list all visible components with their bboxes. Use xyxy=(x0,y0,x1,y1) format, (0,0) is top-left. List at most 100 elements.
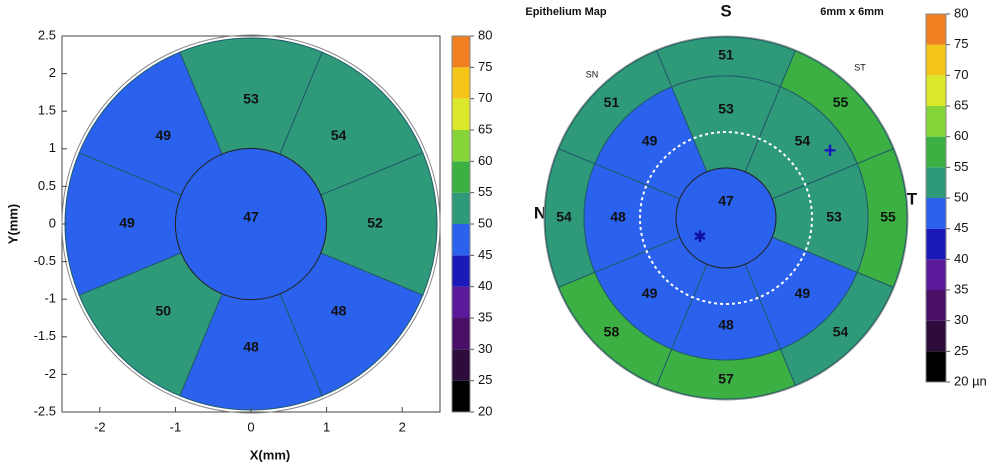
y-tick-label: -2.5 xyxy=(34,403,56,418)
colorbar-swatch xyxy=(452,36,470,68)
colorbar-tick-label: 70 xyxy=(954,67,968,82)
colorbar-swatch xyxy=(452,161,470,193)
orientation-label: ST xyxy=(854,62,866,72)
sector-value: 53 xyxy=(826,209,842,225)
colorbar-swatch xyxy=(452,67,470,99)
x-tick-label: -1 xyxy=(170,419,182,434)
sector-value: 51 xyxy=(604,94,620,110)
sector-value: 57 xyxy=(718,371,734,387)
sector-value: 50 xyxy=(156,302,172,318)
sector-value: 54 xyxy=(556,209,572,225)
colorbar-swatch xyxy=(452,255,470,287)
colorbar-tick-label: 20 µn xyxy=(954,373,987,388)
sector-value: 54 xyxy=(833,323,849,339)
sector-value: 55 xyxy=(833,94,849,110)
colorbar-swatch xyxy=(926,136,946,168)
colorbar-swatch xyxy=(926,228,946,260)
colorbar-swatch xyxy=(452,349,470,381)
colorbar-swatch xyxy=(926,259,946,290)
sector-value: 53 xyxy=(243,91,259,107)
y-tick-label: 0 xyxy=(49,215,56,230)
colorbar-swatch xyxy=(926,320,946,352)
marker: ✱ xyxy=(693,229,706,246)
y-tick-label: 1.5 xyxy=(38,103,56,118)
colorbar-tick-label: 60 xyxy=(478,153,492,168)
colorbar-swatch xyxy=(452,318,470,350)
colorbar-tick-label: 55 xyxy=(954,159,968,174)
sector-value: 54 xyxy=(331,127,347,143)
center-value: 47 xyxy=(718,193,734,209)
sector-value: 51 xyxy=(718,47,734,63)
colorbar-tick-label: 55 xyxy=(478,184,492,199)
y-tick-label: -1 xyxy=(44,291,56,306)
y-tick-label: 2.5 xyxy=(38,27,56,42)
colorbar-swatch xyxy=(452,224,470,256)
colorbar-swatch xyxy=(926,167,946,198)
marker: + xyxy=(824,138,837,163)
sector-value: 48 xyxy=(718,317,734,333)
sector-value: 58 xyxy=(604,323,620,339)
sector-value: 49 xyxy=(156,127,172,143)
colorbar-tick-label: 40 xyxy=(954,251,968,266)
colorbar-tick-label: 60 xyxy=(954,128,968,143)
x-axis-label: X(mm) xyxy=(250,447,290,462)
colorbar-swatch xyxy=(452,192,470,224)
sector-value: 54 xyxy=(795,132,811,148)
orientation-label: N xyxy=(534,203,546,222)
map-title: Epithelium Map xyxy=(525,6,607,18)
colorbar-tick-label: 30 xyxy=(478,341,492,356)
sector-value: 48 xyxy=(610,209,626,225)
colorbar-swatch xyxy=(452,286,470,318)
y-tick-label: -1.5 xyxy=(34,328,56,343)
colorbar-swatch xyxy=(926,14,946,45)
colorbar-tick-label: 45 xyxy=(478,247,492,262)
sector-value: 49 xyxy=(119,215,135,231)
colorbar-tick-label: 40 xyxy=(478,278,492,293)
colorbar-swatch xyxy=(926,44,946,76)
colorbar-tick-label: 30 xyxy=(954,312,968,327)
map-subtitle: 6mm x 6mm xyxy=(820,6,884,18)
center-zone xyxy=(675,167,777,269)
colorbar-tick-label: 25 xyxy=(478,372,492,387)
sector-value: 55 xyxy=(880,209,896,225)
center-value: 47 xyxy=(243,209,259,225)
y-tick-label: 2 xyxy=(49,65,56,80)
sector-value: 49 xyxy=(795,285,811,301)
colorbar-tick-label: 65 xyxy=(954,97,968,112)
colorbar-swatch xyxy=(926,75,946,106)
y-tick-label: -2 xyxy=(44,366,56,381)
colorbar-swatch xyxy=(926,351,946,382)
colorbar-tick-label: 45 xyxy=(954,220,968,235)
x-tick-label: 0 xyxy=(247,419,254,434)
x-tick-label: 2 xyxy=(399,419,406,434)
center-zone xyxy=(174,147,328,301)
colorbar-tick-label: 65 xyxy=(478,121,492,136)
x-tick-label: -2 xyxy=(94,419,106,434)
colorbar-swatch xyxy=(452,130,470,162)
colorbar-tick-label: 80 xyxy=(954,5,968,20)
y-tick-label: 1 xyxy=(49,140,56,155)
colorbar-tick-label: 25 xyxy=(954,343,968,358)
sector-value: 48 xyxy=(243,339,259,355)
y-tick-label: -0.5 xyxy=(34,253,56,268)
colorbar-tick-label: 75 xyxy=(954,36,968,51)
sector-value: 53 xyxy=(718,101,734,117)
colorbar-tick-label: 75 xyxy=(478,59,492,74)
y-axis-label: Y(mm) xyxy=(5,204,20,244)
sector-value: 49 xyxy=(642,132,658,148)
x-tick-label: 1 xyxy=(323,419,330,434)
colorbar-swatch xyxy=(452,98,470,130)
colorbar-swatch xyxy=(926,106,946,137)
colorbar-frame xyxy=(451,35,471,413)
orientation-label: S xyxy=(720,1,731,20)
colorbar-tick-label: 35 xyxy=(954,281,968,296)
colorbar-tick-label: 35 xyxy=(478,309,492,324)
y-tick-label: 0.5 xyxy=(38,178,56,193)
colorbar-swatch xyxy=(926,198,946,229)
colorbar-tick-label: 50 xyxy=(478,215,492,230)
orientation-label: SN xyxy=(586,69,599,79)
colorbar-frame xyxy=(925,13,947,383)
colorbar-tick-label: 20 xyxy=(478,403,492,418)
sector-value: 52 xyxy=(367,215,383,231)
